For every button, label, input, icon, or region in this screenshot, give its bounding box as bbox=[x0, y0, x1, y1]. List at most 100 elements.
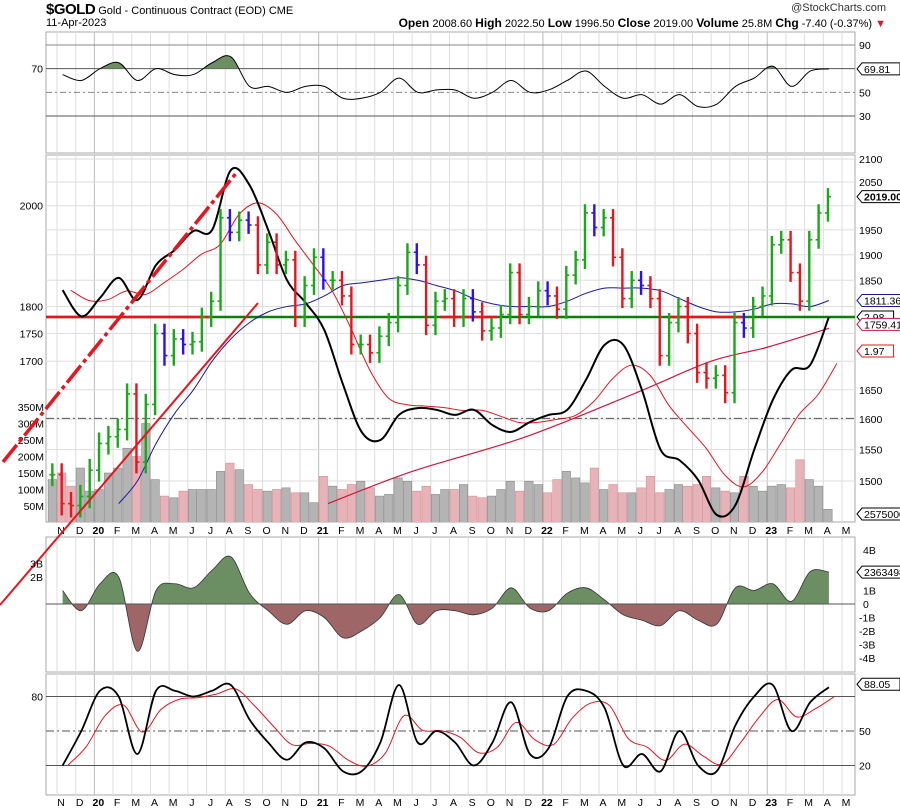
price-bar bbox=[787, 230, 794, 282]
exchange: CME bbox=[268, 5, 294, 17]
close-price-tag: 2019.00 bbox=[856, 190, 900, 204]
volume-bar bbox=[281, 487, 291, 522]
x-tick-label: J bbox=[189, 797, 194, 809]
price-bar bbox=[806, 230, 813, 311]
volume-tick-label: 200M bbox=[18, 452, 44, 464]
x-tick-label: F bbox=[787, 525, 793, 537]
price-bar bbox=[768, 235, 775, 306]
price-tick-label: 1850 bbox=[859, 275, 883, 287]
price-bar bbox=[264, 233, 271, 275]
volume-bar bbox=[599, 489, 609, 522]
volume-tick-label: 50M bbox=[24, 501, 44, 513]
volume-bar bbox=[505, 480, 515, 522]
money-flow-indicator bbox=[46, 555, 855, 652]
price-bar bbox=[198, 307, 205, 352]
change-label: Chg bbox=[775, 16, 799, 30]
volume-bar bbox=[206, 489, 216, 522]
price-tick-label: 1550 bbox=[859, 445, 883, 457]
volume-bar bbox=[150, 479, 160, 522]
stochastic-value-tag: 88.05 bbox=[856, 677, 900, 691]
volume-tick-label: 150M bbox=[18, 468, 44, 480]
price-bar bbox=[647, 276, 654, 309]
stochastic-indicator bbox=[46, 682, 855, 776]
high-value: 2022.50 bbox=[504, 18, 545, 30]
x-tick-label: S bbox=[693, 525, 700, 537]
volume-bar bbox=[561, 471, 571, 522]
price-bar bbox=[254, 216, 261, 275]
volume-bar bbox=[188, 489, 198, 522]
price-bar bbox=[348, 286, 355, 355]
x-tick-label: A bbox=[674, 525, 681, 537]
price-bar bbox=[469, 289, 476, 322]
volume-bar bbox=[374, 495, 384, 522]
stochastic-tick-label: 80 bbox=[31, 692, 43, 704]
x-tick-label: A bbox=[600, 525, 607, 537]
x-tick-label: A bbox=[375, 525, 382, 537]
x-tick-label: D bbox=[300, 525, 308, 537]
x-tick-label: M bbox=[131, 525, 140, 537]
x-tick-label: S bbox=[244, 797, 251, 809]
x-tick-label: 21 bbox=[317, 797, 329, 809]
x-tick-label: M bbox=[356, 525, 365, 537]
x-tick-label: O bbox=[711, 797, 719, 809]
change-value: -7.40 (-0.37%) bbox=[801, 18, 873, 30]
volume-bar bbox=[758, 490, 768, 522]
x-tick-label: M bbox=[169, 525, 178, 537]
price-bar bbox=[675, 296, 682, 333]
volume-bar bbox=[776, 484, 786, 522]
svg-text:2575000: 2575000 bbox=[864, 509, 900, 521]
x-tick-label: J bbox=[656, 797, 661, 809]
price-tick-label: 1500 bbox=[859, 476, 883, 488]
high-label: High bbox=[475, 16, 502, 30]
x-tick-label: S bbox=[469, 525, 476, 537]
x-tick-label: S bbox=[469, 797, 476, 809]
volume-bar bbox=[234, 469, 244, 522]
rsi-line bbox=[62, 55, 829, 108]
stochastic-tick-label: 20 bbox=[859, 761, 871, 773]
price-bar bbox=[180, 329, 187, 355]
x-tick-label: M bbox=[617, 797, 626, 809]
price-bar bbox=[217, 209, 224, 311]
volume-bar bbox=[402, 480, 412, 522]
x-tick-label: J bbox=[413, 797, 418, 809]
price-bar bbox=[367, 334, 374, 363]
volume-bar bbox=[421, 485, 431, 522]
x-tick-label: J bbox=[638, 525, 643, 537]
x-tick-label: 22 bbox=[541, 797, 553, 809]
volume-bar bbox=[767, 485, 777, 522]
down-arrow-icon: ▼ bbox=[875, 18, 886, 30]
svg-text:1.97: 1.97 bbox=[864, 346, 885, 358]
price-bar bbox=[170, 329, 177, 366]
price-bar bbox=[404, 243, 411, 295]
price-bar bbox=[563, 265, 570, 319]
volume-bar bbox=[720, 490, 730, 522]
x-tick-label: A bbox=[226, 525, 233, 537]
price-bar bbox=[301, 276, 308, 327]
volume-bar bbox=[580, 482, 590, 522]
stochastic-line bbox=[61, 682, 830, 776]
volume-bar bbox=[459, 484, 469, 522]
x-tick-label: M bbox=[617, 525, 626, 537]
x-tick-label: F bbox=[114, 525, 120, 537]
volume-bar bbox=[262, 490, 272, 522]
rsi-tick-label: 90 bbox=[859, 40, 871, 52]
watermark: @StockCharts.com bbox=[791, 2, 886, 14]
price-bar bbox=[68, 491, 75, 518]
price-tick-label: 1600 bbox=[859, 414, 883, 426]
price-bar bbox=[684, 296, 691, 344]
price-bar bbox=[581, 204, 588, 269]
open-label: Open bbox=[398, 16, 430, 30]
volume-bar bbox=[468, 495, 478, 522]
price-bar bbox=[96, 432, 103, 482]
price-bar bbox=[610, 209, 617, 267]
price-bar bbox=[535, 281, 542, 317]
x-tick-label: N bbox=[506, 525, 514, 537]
volume-bar bbox=[552, 479, 562, 522]
price-bar bbox=[488, 318, 495, 341]
price-tick-label: 1650 bbox=[859, 385, 883, 397]
price-bar bbox=[572, 250, 579, 285]
price-bar bbox=[339, 271, 346, 306]
x-tick-label: S bbox=[244, 525, 251, 537]
